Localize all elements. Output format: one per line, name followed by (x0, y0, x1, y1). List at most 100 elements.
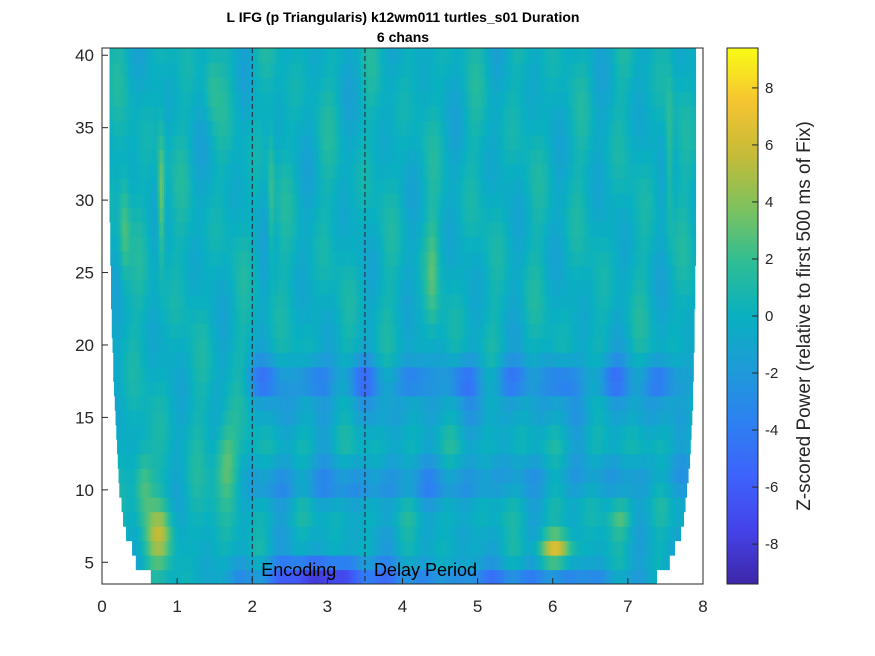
heatmap-cell (458, 526, 461, 542)
heatmap-cell (448, 424, 452, 440)
heatmap-cell (298, 497, 301, 513)
heatmap-cell (618, 555, 621, 571)
heatmap-cell (530, 439, 533, 455)
heatmap-cell (426, 439, 430, 455)
heatmap-cell (267, 569, 270, 584)
heatmap-cell (259, 468, 262, 484)
heatmap-cell (539, 468, 542, 484)
heatmap-cell (393, 511, 396, 527)
heatmap-cell (367, 497, 371, 513)
heatmap-cell (529, 497, 532, 513)
heatmap-cell (245, 424, 249, 440)
heatmap-cell (282, 569, 285, 584)
heatmap-cell (199, 540, 203, 556)
heatmap-cell (242, 366, 246, 382)
heatmap-cell (657, 424, 660, 440)
heatmap-cell (600, 511, 603, 527)
heatmap-cell (147, 453, 151, 469)
heatmap-cell (582, 366, 586, 382)
heatmap-cell (214, 540, 218, 556)
heatmap-cell (562, 453, 566, 469)
heatmap-cell (175, 569, 178, 584)
heatmap-cell (429, 482, 432, 498)
heatmap-cell (585, 453, 588, 469)
heatmap-cell (432, 569, 436, 584)
heatmap-cell (441, 424, 444, 440)
heatmap-cell (301, 381, 305, 397)
heatmap-cell (586, 540, 590, 556)
heatmap-cell (215, 424, 219, 440)
heatmap-cell (145, 366, 148, 382)
heatmap-cell (553, 410, 556, 426)
heatmap-cell (678, 439, 682, 455)
heatmap-cell (420, 337, 424, 353)
heatmap-cell (610, 439, 614, 455)
heatmap-cell (288, 511, 291, 527)
heatmap-cell (612, 424, 615, 440)
heatmap-cell (543, 511, 547, 527)
heatmap-cell (157, 526, 161, 542)
heatmap-cell (529, 424, 532, 440)
heatmap-cell (134, 482, 137, 498)
heatmap-cell (225, 352, 229, 368)
heatmap-cell (421, 439, 424, 455)
heatmap-cell (519, 511, 522, 527)
heatmap-cell (381, 569, 385, 584)
heatmap-cell (380, 482, 383, 498)
heatmap-cell (323, 439, 327, 455)
heatmap-cell (122, 439, 126, 455)
heatmap-cell (484, 526, 488, 542)
heatmap-cell (569, 366, 573, 382)
heatmap-cell (413, 366, 417, 382)
heatmap-cell (553, 497, 556, 513)
heatmap-cell (367, 511, 370, 527)
heatmap-cell (618, 482, 622, 498)
heatmap-cell (372, 395, 375, 411)
heatmap-cell (363, 540, 366, 556)
heatmap-cell (510, 497, 513, 513)
heatmap-cell (353, 468, 356, 484)
heatmap-cell (431, 337, 435, 353)
heatmap-cell (314, 482, 318, 498)
heatmap-cell (206, 424, 209, 440)
heatmap-cell (399, 482, 402, 498)
heatmap-cell (359, 410, 363, 426)
heatmap-cell (345, 381, 348, 397)
heatmap-cell (245, 482, 248, 498)
heatmap-cell (256, 482, 259, 498)
heatmap-cell (177, 453, 181, 469)
heatmap-cell (520, 555, 524, 571)
heatmap-cell (673, 410, 676, 426)
heatmap-cell (277, 482, 280, 498)
heatmap-cell (250, 511, 254, 527)
heatmap-cell (402, 439, 405, 455)
heatmap-cell (424, 526, 428, 542)
heatmap-cell (213, 337, 217, 353)
heatmap-cell (588, 366, 591, 382)
heatmap-cell (357, 511, 361, 527)
heatmap-cell (421, 555, 424, 571)
heatmap-cell (506, 381, 510, 397)
heatmap-cell (453, 511, 457, 527)
heatmap-cell (659, 395, 662, 411)
heatmap-cell (521, 424, 525, 440)
heatmap-cell (254, 482, 257, 498)
heatmap-cell (677, 424, 681, 440)
heatmap-cell (260, 497, 263, 513)
heatmap-cell (349, 526, 353, 542)
heatmap-cell (462, 410, 466, 426)
heatmap-cell (287, 424, 290, 440)
heatmap-cell (542, 381, 545, 397)
heatmap-cell (626, 569, 629, 584)
heatmap-cell (447, 352, 451, 368)
heatmap-cell (263, 439, 266, 455)
heatmap-cell (220, 569, 223, 584)
heatmap-cell (232, 453, 235, 469)
heatmap-cell (364, 569, 368, 584)
heatmap-cell (158, 511, 162, 527)
heatmap-cell (150, 366, 154, 382)
heatmap-cell (265, 555, 268, 571)
heatmap-cell (263, 526, 266, 542)
heatmap-cell (386, 337, 390, 353)
heatmap-cell (466, 352, 469, 368)
